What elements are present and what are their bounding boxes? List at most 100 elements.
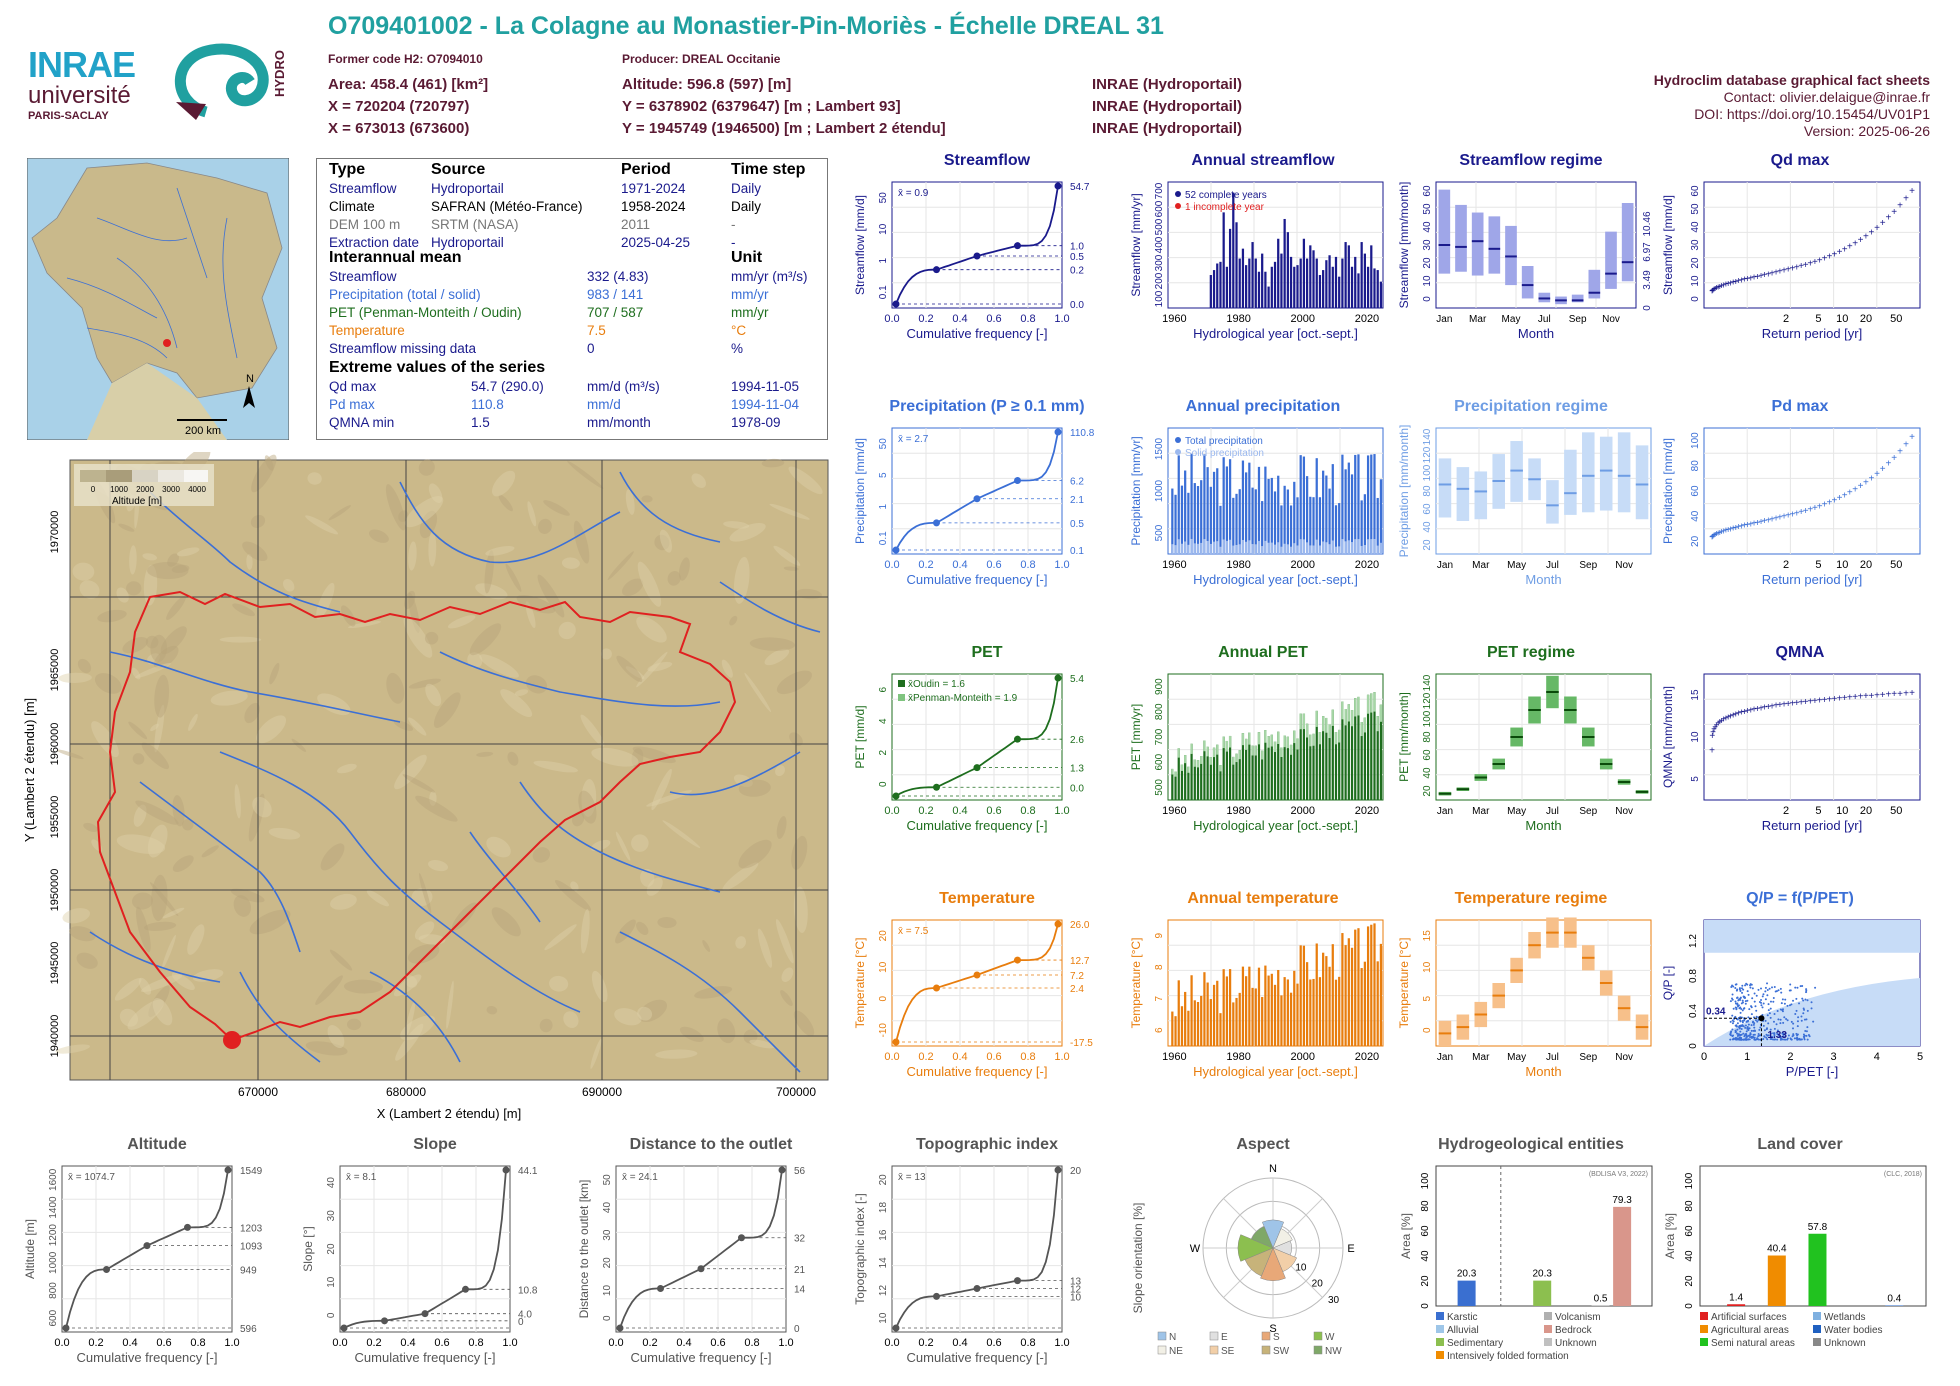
return-period-point: + bbox=[1719, 716, 1725, 727]
return-period-point: + bbox=[1748, 705, 1754, 716]
return-period-point: + bbox=[1739, 275, 1745, 286]
annual-bar bbox=[1174, 771, 1177, 800]
solid-precip-bar bbox=[1296, 545, 1299, 554]
annual-bar bbox=[1187, 1010, 1190, 1046]
y-tick: 1.2 bbox=[1688, 934, 1699, 948]
chart-title: Pd max bbox=[1771, 398, 1829, 415]
qp-point bbox=[1762, 1002, 1765, 1005]
annual-bar bbox=[1209, 757, 1212, 800]
x-tick: 2000 bbox=[1291, 559, 1315, 571]
x-axis-label: Cumulative frequency [-] bbox=[77, 1350, 218, 1365]
return-period-point: + bbox=[1909, 688, 1915, 699]
y-tick: 20 bbox=[1422, 539, 1433, 551]
pet-pm-bar bbox=[1212, 747, 1216, 758]
return-period-point: + bbox=[1909, 186, 1915, 197]
return-period-point: + bbox=[1710, 285, 1716, 296]
return-period-point: + bbox=[1812, 696, 1818, 707]
plot-frame bbox=[1435, 427, 1652, 555]
return-period-point: + bbox=[1891, 689, 1897, 700]
altitude-legend-tick: 2000 bbox=[136, 485, 154, 494]
y-tick: 400 bbox=[1154, 236, 1165, 253]
map-y-tick: 1970000 bbox=[49, 511, 61, 554]
pet-pm-bar bbox=[1174, 771, 1177, 777]
regime-box bbox=[1438, 458, 1452, 518]
annual-bars bbox=[1171, 453, 1383, 554]
x-tick: 0.8 bbox=[744, 1337, 759, 1349]
return-period-point: + bbox=[1794, 508, 1800, 519]
qp-point bbox=[1736, 988, 1739, 991]
annual-bar bbox=[1225, 740, 1229, 800]
qp-point bbox=[1739, 989, 1742, 992]
annual-bar bbox=[1318, 497, 1322, 554]
solid-precip-bar bbox=[1238, 544, 1241, 554]
qp-point bbox=[1760, 1004, 1763, 1007]
annual-bar bbox=[1212, 471, 1216, 554]
return-period-point: + bbox=[1858, 235, 1864, 246]
regime-box bbox=[1456, 467, 1470, 521]
table-cell-period: 2025-04-25 bbox=[621, 235, 691, 250]
pet-pm-bar bbox=[1334, 732, 1338, 745]
annual-bar bbox=[1222, 457, 1225, 554]
qp-point bbox=[1771, 986, 1774, 989]
solid-precip-bar bbox=[1331, 540, 1334, 554]
qp-point bbox=[1798, 1002, 1801, 1005]
annual-bar bbox=[1296, 497, 1299, 554]
qp-point bbox=[1783, 1002, 1786, 1005]
y-tick: 700 bbox=[1154, 728, 1165, 745]
qp-point bbox=[1747, 1027, 1750, 1030]
annual-bar bbox=[1373, 454, 1376, 554]
annual-bar bbox=[1235, 753, 1238, 800]
annual-bar bbox=[1267, 975, 1270, 1046]
annual-bar bbox=[1312, 250, 1315, 308]
qp-point bbox=[1734, 1031, 1737, 1034]
qp-point bbox=[1760, 1001, 1763, 1004]
interannual-name: PET (Penman-Monteith / Oudin) bbox=[329, 305, 522, 320]
qp-point bbox=[1744, 1038, 1747, 1041]
map-x-tick: 680000 bbox=[386, 1085, 426, 1099]
x-tick: 10 bbox=[1836, 559, 1848, 571]
x-tick: 2 bbox=[1783, 559, 1789, 571]
x-tick: 20 bbox=[1860, 559, 1872, 571]
interannual-name: Temperature bbox=[329, 323, 405, 338]
qp-point bbox=[1814, 986, 1817, 989]
plot-frame bbox=[1435, 181, 1637, 309]
annual-bar bbox=[1341, 701, 1344, 800]
annual-bar bbox=[1370, 245, 1373, 308]
annual-bar bbox=[1322, 470, 1325, 554]
annual-bar bbox=[1257, 466, 1261, 554]
quantile-value-label: 7.2 bbox=[1070, 971, 1084, 982]
qp-point bbox=[1735, 983, 1738, 986]
quantile-value-label: 1093 bbox=[240, 1242, 263, 1253]
y-axis-label: Streamflow [mm/month] bbox=[1397, 182, 1411, 309]
qp-point bbox=[1750, 983, 1753, 986]
x-tick: 50 bbox=[1890, 805, 1902, 817]
return-period-point: + bbox=[1712, 722, 1718, 733]
qp-point bbox=[1769, 1032, 1772, 1035]
qp-point bbox=[1790, 1003, 1793, 1006]
annual-bar bbox=[1219, 1013, 1222, 1046]
legend-label: E bbox=[1221, 1332, 1228, 1343]
quantile-value-label: 32 bbox=[794, 1234, 806, 1245]
annual-bar bbox=[1350, 266, 1354, 308]
legend-label: Unknown bbox=[1824, 1338, 1866, 1349]
return-period-point: + bbox=[1897, 447, 1903, 458]
y-tick: 0 bbox=[326, 1312, 337, 1318]
bar-value-label: 0.4 bbox=[1887, 1294, 1901, 1305]
annual-bar bbox=[1302, 456, 1306, 554]
qp-point bbox=[1766, 994, 1769, 997]
annual-bar bbox=[1193, 483, 1196, 554]
qp-point bbox=[1738, 998, 1741, 1001]
mean-label: x̄ = 13 bbox=[898, 1172, 926, 1183]
solid-precip-bar bbox=[1354, 539, 1357, 554]
qp-point bbox=[1795, 1009, 1798, 1012]
qp-point bbox=[1794, 986, 1797, 989]
y-tick: 15 bbox=[1422, 930, 1433, 942]
altitude-legend-tick: 0 bbox=[91, 485, 96, 494]
regime-box bbox=[1564, 449, 1577, 515]
legend-swatch bbox=[1436, 1325, 1444, 1333]
y-tick: 20 bbox=[1684, 1275, 1695, 1287]
legend-label: NE bbox=[1169, 1346, 1183, 1357]
qp-point bbox=[1767, 1034, 1770, 1037]
quantile-value-label: 0.0 bbox=[1070, 300, 1084, 311]
annual-bar bbox=[1267, 736, 1270, 800]
